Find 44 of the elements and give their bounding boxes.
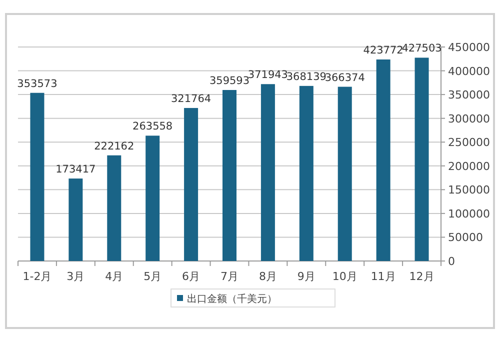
x-tick-label: 12月 xyxy=(409,270,434,283)
x-tick-label: 9月 xyxy=(297,270,316,283)
data-label: 173417 xyxy=(56,164,96,176)
bar xyxy=(338,86,352,261)
data-label: 263558 xyxy=(132,120,173,133)
data-label: 366374 xyxy=(324,72,366,84)
x-tick-label: 1-2月 xyxy=(22,270,52,283)
x-tick-label: 5月 xyxy=(144,270,162,283)
y-tick-label: 0 xyxy=(448,255,455,268)
x-tick-label: 4月 xyxy=(105,270,124,283)
y-tick-label: 50000 xyxy=(448,231,483,244)
data-label: 368139 xyxy=(286,70,326,83)
data-label: 427503 xyxy=(402,42,442,55)
data-label: 353573 xyxy=(17,78,58,90)
data-label: 423772 xyxy=(363,44,404,56)
y-tick-label: 450000 xyxy=(448,41,490,54)
bar xyxy=(299,86,314,261)
bar xyxy=(68,178,83,261)
bar xyxy=(376,59,390,261)
data-label: 359593 xyxy=(209,74,250,87)
x-tick-label: 11月 xyxy=(370,270,396,283)
bar xyxy=(146,136,160,261)
bar xyxy=(107,155,122,261)
y-tick-label: 400000 xyxy=(448,64,490,78)
data-label: 222162 xyxy=(94,140,134,152)
bar xyxy=(222,90,236,261)
x-tick-label: 10月 xyxy=(332,270,358,283)
data-label: 371943 xyxy=(248,69,288,82)
bar xyxy=(414,58,429,261)
x-tick-label: 3月 xyxy=(66,270,85,283)
x-tick-label: 7月 xyxy=(220,270,238,283)
y-tick-label: 350000 xyxy=(448,88,490,102)
bar xyxy=(184,108,198,261)
bar xyxy=(260,84,275,261)
y-tick-label: 300000 xyxy=(448,112,490,126)
y-tick-label: 150000 xyxy=(448,184,490,197)
legend-label: 出口金额（千美元） xyxy=(187,293,277,305)
y-tick-label: 100000 xyxy=(448,207,490,220)
y-tick-label: 200000 xyxy=(448,160,490,173)
x-tick-label: 8月 xyxy=(258,270,277,283)
bar xyxy=(30,92,44,261)
y-tick-label: 250000 xyxy=(448,136,490,150)
x-tick-label: 6月 xyxy=(182,270,200,283)
data-label: 321764 xyxy=(171,92,212,105)
